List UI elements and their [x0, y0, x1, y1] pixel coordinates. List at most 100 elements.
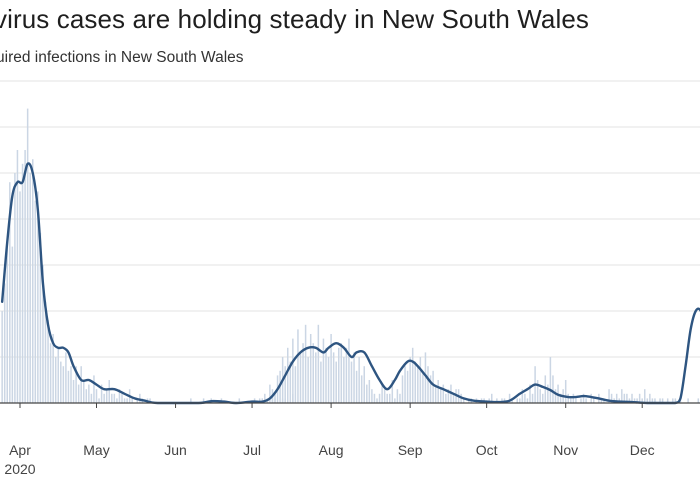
daily-case-bar: [501, 398, 503, 403]
chart-subtitle: uired infections in New South Wales: [0, 49, 244, 66]
daily-case-bar: [651, 398, 654, 403]
daily-case-bar: [636, 398, 638, 403]
daily-case-bar: [42, 265, 44, 403]
daily-case-bar: [44, 301, 47, 403]
daily-case-bar: [29, 173, 31, 403]
x-tick-label: Nov: [553, 442, 578, 458]
daily-case-bar: [386, 393, 388, 403]
daily-case-bar: [297, 329, 299, 403]
daily-case-bar: [83, 380, 85, 403]
daily-case-bar: [322, 338, 325, 403]
daily-case-bar: [621, 389, 623, 403]
daily-case-bar: [539, 389, 541, 403]
average-line-layer: [0, 162, 700, 405]
daily-case-bar: [355, 370, 358, 403]
daily-case-bar: [88, 384, 90, 403]
daily-case-bar: [631, 393, 633, 403]
daily-case-bar: [564, 380, 567, 403]
daily-case-bar: [399, 393, 401, 403]
daily-case-bar: [320, 361, 322, 403]
daily-case-bar: [452, 393, 455, 403]
daily-case-bar: [312, 343, 314, 403]
daily-case-bar: [315, 352, 317, 403]
daily-case-bar: [345, 347, 348, 403]
daily-case-bar: [335, 361, 337, 403]
daily-case-bar: [3, 283, 6, 403]
x-tick-label: Oct: [476, 442, 498, 458]
x-tick-label: May: [83, 442, 109, 458]
daily-case-bar: [93, 375, 95, 403]
daily-case-bar: [19, 191, 21, 403]
daily-case-bar: [401, 375, 404, 403]
daily-case-bar: [516, 398, 518, 403]
daily-case-bar: [121, 393, 123, 403]
daily-case-bar: [65, 352, 67, 403]
daily-case-bar: [623, 393, 626, 403]
daily-case-bar: [49, 343, 52, 403]
x-tick-label: Aug: [319, 442, 344, 458]
x-tick-label: Dec: [630, 442, 655, 458]
daily-case-bar: [373, 393, 376, 403]
daily-case-bar: [72, 380, 75, 403]
daily-case-bar: [264, 393, 266, 403]
daily-case-bar: [628, 398, 631, 403]
daily-case-bar: [338, 347, 340, 403]
daily-case-bars: [1, 108, 700, 403]
daily-case-bar: [406, 370, 409, 403]
daily-case-bar: [368, 380, 371, 403]
daily-case-bar: [427, 366, 429, 403]
daily-case-bar: [661, 398, 664, 403]
daily-case-bar: [6, 237, 8, 403]
daily-case-bar: [32, 159, 34, 403]
daily-case-bar: [414, 361, 416, 403]
daily-case-bar: [575, 398, 577, 403]
daily-case-bar: [394, 398, 396, 403]
daily-case-bar: [391, 380, 394, 403]
daily-case-bar: [567, 393, 569, 403]
daily-case-bar: [202, 398, 205, 403]
daily-case-bar: [24, 150, 26, 403]
daily-case-bar: [524, 393, 526, 403]
daily-case-bar: [126, 398, 128, 403]
daily-case-bar: [644, 389, 646, 403]
daily-case-bar: [491, 393, 493, 403]
daily-case-bar: [26, 108, 29, 403]
daily-case-bar: [376, 398, 378, 403]
daily-case-bar: [659, 398, 661, 403]
daily-case-bar: [108, 380, 110, 403]
daily-case-bar: [687, 398, 689, 403]
daily-case-bar: [98, 398, 100, 403]
daily-case-bar: [547, 384, 549, 403]
daily-case-bar: [100, 384, 103, 403]
daily-case-bar: [294, 366, 297, 403]
daily-case-bar: [90, 393, 93, 403]
daily-case-bar: [302, 343, 304, 403]
daily-case-bar: [508, 393, 511, 403]
daily-case-bar: [585, 398, 587, 403]
daily-case-bar: [284, 366, 286, 403]
x-tick-label: Apr: [9, 442, 31, 458]
daily-case-bar: [123, 398, 126, 403]
daily-case-bar: [57, 347, 59, 403]
daily-case-bar: [519, 398, 521, 403]
x-axis: Apr May Jun Jul Aug Sep Oct Nov Dec 2020: [0, 402, 700, 477]
daily-case-bar: [590, 393, 592, 403]
daily-case-bar: [582, 393, 585, 403]
daily-case-bar: [60, 361, 62, 403]
daily-case-bar: [437, 380, 439, 403]
daily-case-bar: [672, 398, 674, 403]
daily-case-bar: [34, 200, 37, 403]
daily-case-bar: [190, 398, 192, 403]
daily-case-bar: [292, 338, 294, 403]
daily-case-bar: [381, 384, 383, 403]
daily-case-bar: [417, 366, 419, 403]
daily-case-bar: [67, 370, 70, 403]
daily-case-bar: [615, 393, 618, 403]
daily-case-bar: [103, 393, 105, 403]
gridlines: [0, 80, 700, 358]
daily-case-bar: [307, 357, 309, 403]
daily-case-bar: [542, 393, 544, 403]
daily-case-bar: [580, 398, 582, 403]
daily-case-bar: [434, 384, 437, 403]
daily-case-bar: [626, 393, 628, 403]
